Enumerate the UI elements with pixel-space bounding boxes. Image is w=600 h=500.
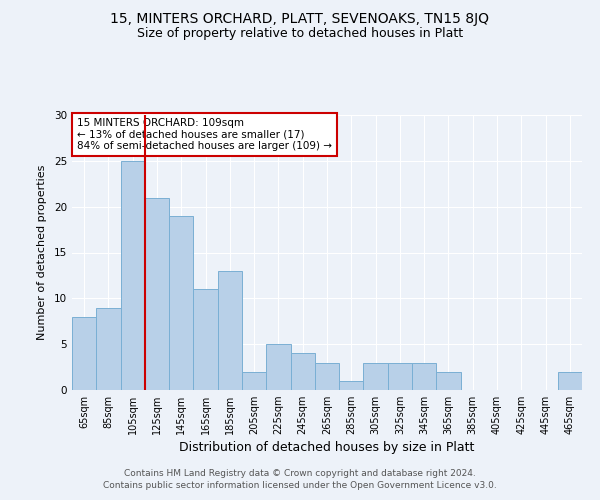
Bar xyxy=(121,161,145,390)
Text: Size of property relative to detached houses in Platt: Size of property relative to detached ho… xyxy=(137,28,463,40)
Bar xyxy=(193,289,218,390)
Bar xyxy=(145,198,169,390)
Bar xyxy=(412,362,436,390)
Bar xyxy=(339,381,364,390)
Bar xyxy=(558,372,582,390)
Text: Contains HM Land Registry data © Crown copyright and database right 2024.
Contai: Contains HM Land Registry data © Crown c… xyxy=(103,468,497,490)
Bar xyxy=(364,362,388,390)
Bar xyxy=(218,271,242,390)
Bar xyxy=(96,308,121,390)
Bar xyxy=(169,216,193,390)
Bar xyxy=(290,354,315,390)
Y-axis label: Number of detached properties: Number of detached properties xyxy=(37,165,47,340)
Bar xyxy=(436,372,461,390)
Bar xyxy=(388,362,412,390)
Bar xyxy=(72,316,96,390)
Text: 15, MINTERS ORCHARD, PLATT, SEVENOAKS, TN15 8JQ: 15, MINTERS ORCHARD, PLATT, SEVENOAKS, T… xyxy=(110,12,490,26)
Bar xyxy=(266,344,290,390)
Bar xyxy=(315,362,339,390)
Bar xyxy=(242,372,266,390)
X-axis label: Distribution of detached houses by size in Platt: Distribution of detached houses by size … xyxy=(179,442,475,454)
Text: 15 MINTERS ORCHARD: 109sqm
← 13% of detached houses are smaller (17)
84% of semi: 15 MINTERS ORCHARD: 109sqm ← 13% of deta… xyxy=(77,118,332,151)
